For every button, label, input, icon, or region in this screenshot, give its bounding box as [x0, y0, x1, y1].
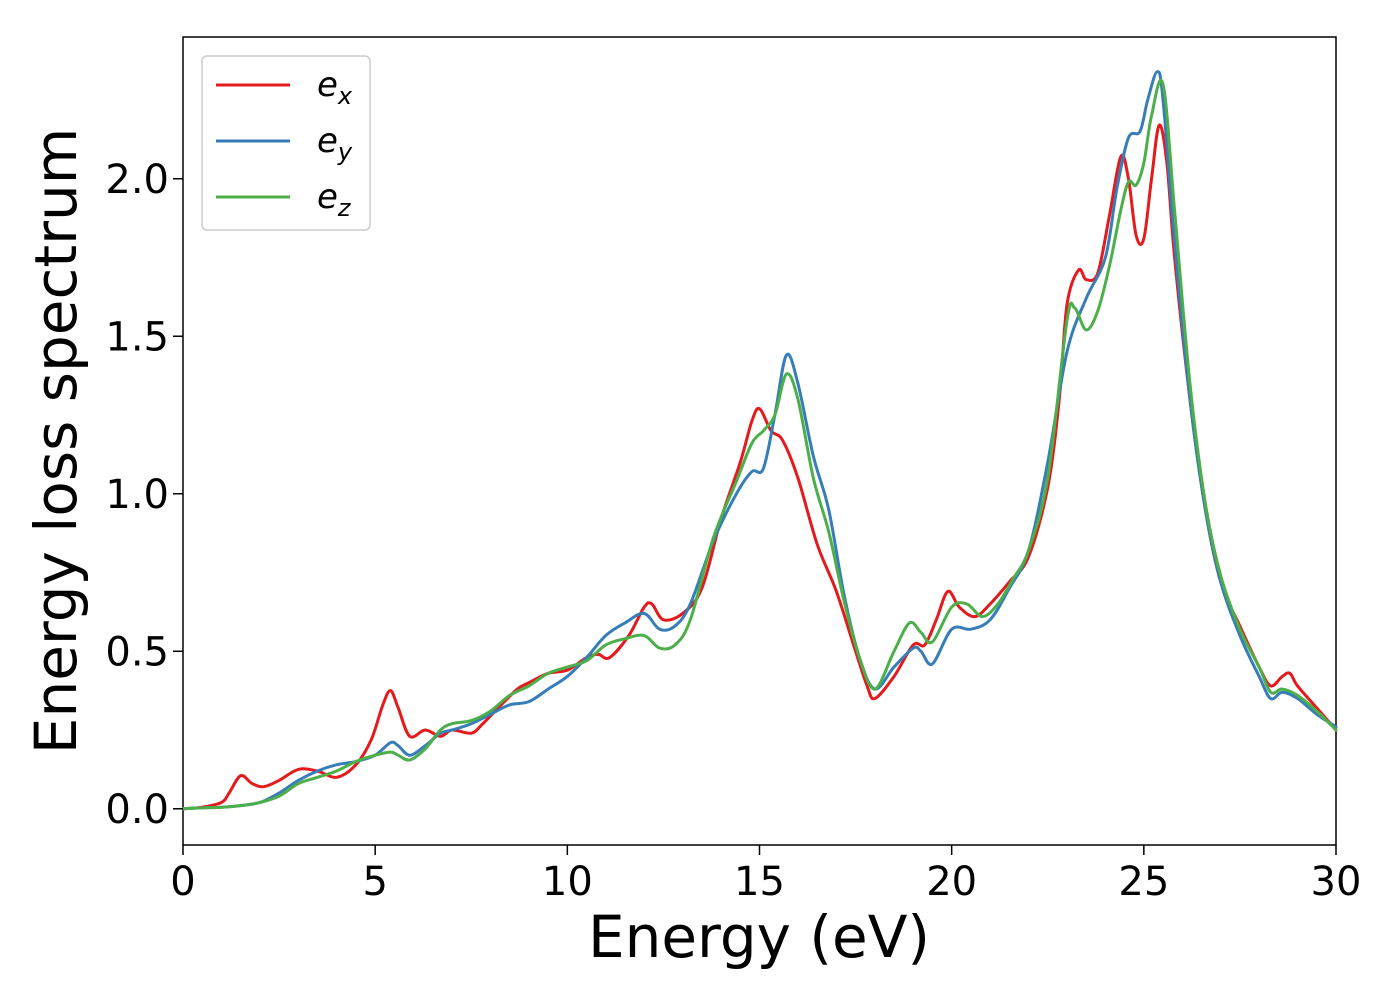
series-line-z: [181, 78, 1338, 811]
x-tick-label: 30: [1311, 859, 1362, 905]
y-tick-label: 1.0: [105, 472, 169, 518]
legend-label-z: ez: [317, 177, 352, 222]
y-tick-label: 2.0: [105, 157, 169, 203]
y-axis-label: Energy loss spectrum: [22, 128, 90, 754]
series-line-y: [181, 70, 1338, 811]
x-tick-label: 25: [1118, 859, 1169, 905]
x-tick-label: 10: [542, 859, 593, 905]
x-tick-label: 0: [170, 859, 195, 905]
legend-label-y: ey: [317, 121, 353, 166]
legend-box: [201, 55, 371, 231]
y-tick-label: 0.0: [105, 787, 169, 833]
x-tick-label: 20: [926, 859, 977, 905]
series-line-x: [181, 123, 1338, 811]
x-axis-ticks: 0 5 10 15 20 25 30: [170, 845, 1361, 905]
x-tick-label: 15: [734, 859, 785, 905]
y-tick-label: 1.5: [105, 314, 169, 360]
y-tick-label: 0.5: [105, 629, 169, 675]
legend-label-x: ex: [317, 65, 353, 110]
series-layer: [181, 70, 1338, 811]
legend: ex ey ez: [201, 55, 371, 231]
x-axis-label: Energy (eV): [588, 903, 930, 971]
x-tick-label: 5: [362, 859, 387, 905]
y-axis-ticks: 0.0 0.5 1.0 1.5 2.0: [105, 157, 183, 833]
